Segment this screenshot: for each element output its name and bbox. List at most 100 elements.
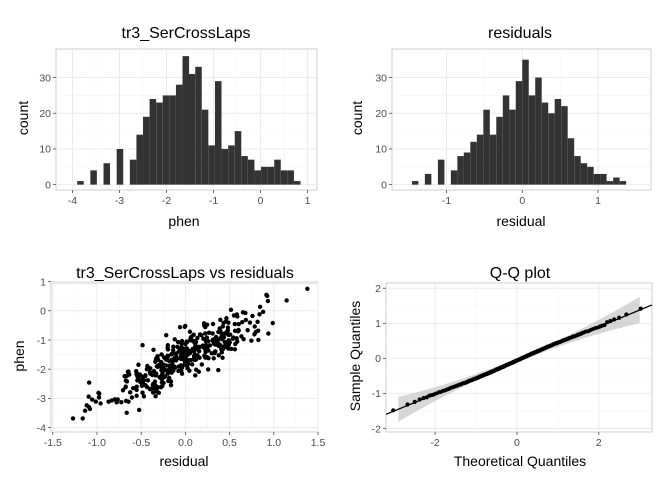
scatter-point [166, 367, 172, 372]
scatter-point [130, 385, 136, 391]
histogram-bar [587, 166, 594, 185]
x-tick-label: -1 [442, 195, 451, 207]
histogram-bar [162, 95, 170, 185]
x-tick-label: -0.5 [132, 437, 150, 449]
scatter-point [165, 354, 171, 359]
histogram-bar [149, 98, 157, 185]
scatter-point [168, 382, 174, 388]
histogram-bar [522, 59, 529, 185]
histogram-bar [476, 134, 484, 185]
scatter-point [183, 341, 188, 347]
y-tick-label: 10 [39, 144, 51, 156]
scatter-point [140, 390, 145, 395]
histogram-bar [241, 156, 248, 185]
scatter-point [86, 380, 92, 385]
scatter-point [231, 313, 237, 318]
scatter-point [199, 362, 204, 367]
scatter-point [203, 331, 208, 336]
scatter-point [250, 313, 255, 319]
scatter-point [170, 365, 175, 370]
scatter-point [151, 347, 156, 352]
scatter-point [233, 341, 238, 347]
scatter-point [222, 344, 227, 350]
scatter-point [160, 383, 165, 389]
scatter-point [147, 370, 153, 375]
histogram-bar [593, 173, 601, 185]
y-tick-label: 20 [375, 108, 387, 120]
scatter-point [70, 416, 76, 421]
histogram-bar [567, 138, 575, 185]
scatter-point [192, 353, 197, 358]
scatter-point [226, 338, 231, 343]
histogram-bar [182, 56, 190, 185]
scatter-point [124, 373, 130, 379]
scatter-point [219, 336, 224, 342]
scatter-point [134, 384, 139, 389]
scatter-point [114, 400, 119, 405]
scatter-point [179, 371, 185, 376]
scatter-point [129, 395, 135, 400]
scatter-point [177, 348, 183, 353]
histogram-bar [580, 163, 588, 185]
scatter-point [195, 335, 200, 341]
scatter-point [247, 320, 253, 325]
scatter-point [228, 307, 234, 312]
scatter-point [152, 379, 158, 384]
histogram-bar [228, 145, 235, 185]
y-tick-label: 0 [381, 179, 387, 191]
histogram-bar [188, 73, 196, 185]
scatter-point [284, 298, 289, 303]
histogram-bar [619, 181, 627, 185]
scatter-point [256, 337, 261, 343]
scatter-point [145, 378, 151, 383]
histogram-bar [267, 166, 275, 185]
scatter-point [136, 407, 142, 413]
scatter-point [189, 362, 195, 367]
scatter-point [87, 406, 93, 412]
scatter-point [220, 355, 225, 360]
x-tick-label: -1.5 [44, 437, 62, 449]
scatter-point [93, 399, 98, 404]
y-axis-label: count [349, 101, 365, 135]
histogram-bar [502, 95, 510, 185]
scatter-point [252, 324, 257, 329]
histogram-bar [175, 84, 183, 185]
scatter-point [86, 394, 91, 399]
histogram-bar [450, 170, 458, 185]
y-axis-label: Sample Quantiles [347, 301, 363, 412]
y-tick-label: 1 [375, 318, 381, 330]
scatter-point [201, 336, 206, 342]
y-tick-label: 2 [375, 283, 381, 295]
scatter-point [255, 319, 260, 324]
scatter-point [192, 338, 198, 344]
histogram-bar [457, 156, 464, 185]
histogram-bar [548, 113, 555, 185]
histogram-bar [483, 109, 490, 185]
scatter-point [211, 356, 216, 361]
histogram-bar [129, 159, 137, 185]
scatter-point [203, 355, 208, 360]
scatter-point [214, 337, 219, 343]
scatter-point [175, 339, 181, 345]
scatter-point [184, 363, 189, 368]
scatter-point [175, 344, 180, 350]
scatter-point [158, 375, 164, 381]
scatter-point [234, 336, 239, 341]
scatter-point [177, 325, 183, 330]
scatter-point [160, 366, 166, 371]
scatter-point [82, 408, 88, 413]
scatter-point [159, 352, 164, 357]
scatter-point [141, 382, 146, 388]
y-tick-label: 0 [45, 179, 51, 191]
y-tick-label: 0 [40, 306, 46, 318]
plot-area: -1.5 -1.0 -0.5 0.0 0.5 1.0 1.5 -4 -3 -2 -1 0 1 [37, 276, 326, 449]
y-tick-label: 10 [375, 144, 387, 156]
scatter-point [243, 317, 249, 323]
scatter-point [241, 337, 246, 342]
scatter-point [187, 368, 192, 373]
scatter-point [141, 378, 147, 383]
scatter-point [153, 394, 158, 399]
